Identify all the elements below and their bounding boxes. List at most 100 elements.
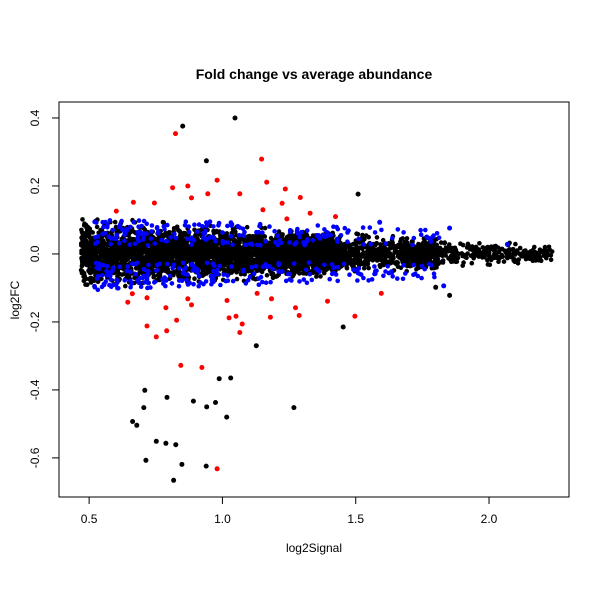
blue-point (208, 274, 214, 279)
blue-point (172, 231, 177, 237)
cloud-point (355, 249, 361, 254)
blue-point (211, 268, 216, 274)
red-point (293, 305, 298, 311)
cloud-point (291, 254, 297, 260)
red-point (153, 334, 159, 340)
cloud-point (109, 261, 114, 267)
cloud-point (354, 231, 359, 236)
cloud-point (328, 247, 333, 252)
blue-point (228, 220, 234, 225)
blue-point (342, 225, 348, 231)
cloud-point (237, 258, 243, 263)
cloud-point (485, 262, 491, 267)
black-point (216, 376, 222, 382)
red-point (378, 290, 384, 296)
cloud-point (214, 246, 219, 252)
cloud-point (259, 269, 265, 275)
cloud-point (151, 274, 156, 280)
blue-point (228, 233, 234, 239)
blue-point (310, 237, 316, 243)
cloud-point (277, 247, 283, 253)
blue-point (280, 269, 285, 274)
cloud-point (540, 248, 546, 254)
cloud-point (97, 254, 102, 260)
cloud-point (395, 260, 401, 265)
blue-point (133, 271, 138, 277)
cloud-point (426, 244, 432, 250)
cloud-point (445, 249, 451, 254)
blue-point (154, 267, 160, 273)
red-point (239, 321, 245, 327)
blue-point (254, 229, 259, 235)
cloud-point (104, 252, 110, 257)
blue-point (441, 283, 447, 289)
blue-point (419, 263, 425, 269)
blue-point (136, 231, 142, 237)
cloud-point (446, 244, 452, 250)
cloud-point (376, 251, 381, 257)
cloud-point (366, 265, 372, 271)
blue-point (389, 270, 395, 275)
cloud-point (91, 245, 96, 251)
blue-point (324, 233, 330, 239)
blue-point (176, 283, 182, 289)
blue-point (230, 242, 235, 247)
cloud-point (251, 250, 257, 255)
cloud-point (264, 254, 270, 260)
blue-point (335, 239, 340, 244)
cloud-point (177, 233, 183, 239)
cloud-point (343, 245, 348, 250)
blue-point (157, 261, 162, 267)
cloud-point (133, 266, 139, 271)
red-point (307, 210, 313, 216)
blue-point (390, 235, 395, 241)
black-point (190, 398, 196, 404)
blue-point (287, 240, 292, 245)
cloud-point (373, 242, 378, 248)
red-point (130, 199, 136, 205)
cloud-point (344, 265, 350, 271)
blue-point (114, 232, 119, 238)
cloud-point (314, 259, 320, 265)
blue-point (377, 219, 383, 225)
cloud-point (513, 241, 518, 247)
blue-point (108, 241, 113, 247)
cloud-point (346, 260, 352, 266)
blue-point (369, 277, 375, 282)
cloud-point (458, 241, 463, 246)
blue-point (276, 260, 282, 266)
blue-point (117, 264, 122, 270)
cloud-point (381, 262, 386, 268)
red-point (279, 200, 285, 206)
black-point (291, 405, 297, 411)
blue-point (215, 267, 220, 273)
blue-point (243, 281, 249, 286)
cloud-point (195, 255, 201, 260)
cloud-point (476, 254, 482, 259)
blue-point (237, 233, 242, 238)
blue-point (192, 222, 197, 227)
red-point (189, 302, 194, 308)
blue-point (140, 237, 146, 242)
cloud-point (162, 251, 168, 256)
cloud-point (300, 271, 306, 276)
blue-point (313, 266, 319, 272)
blue-point (345, 230, 350, 235)
blue-point (266, 263, 272, 269)
blue-point (304, 280, 310, 286)
cloud-point (100, 259, 106, 265)
cloud-point (123, 254, 128, 260)
cloud-point (208, 244, 213, 249)
blue-point (403, 271, 408, 276)
cloud-point (366, 234, 372, 240)
blue-point (257, 221, 263, 227)
blue-point (373, 268, 378, 274)
blue-point (167, 273, 173, 279)
y-axis: 0.40.20.0-0.2-0.4-0.6 (28, 109, 60, 468)
cloud-point (470, 244, 475, 249)
blue-point (324, 230, 330, 235)
blue-point (401, 230, 406, 235)
blue-point (411, 235, 417, 241)
blue-point (390, 274, 396, 279)
cloud-point (336, 259, 341, 265)
